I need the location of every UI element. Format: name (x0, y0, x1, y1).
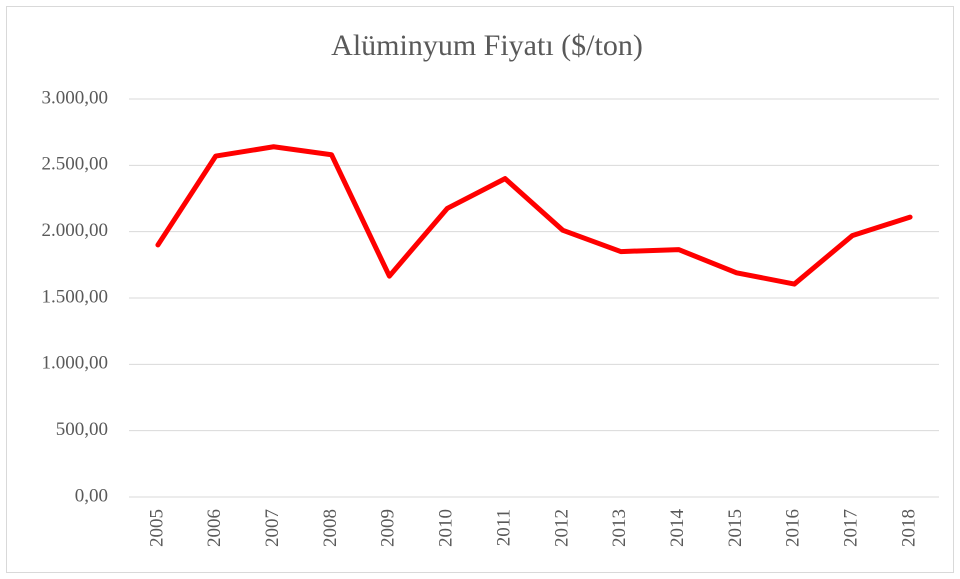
y-tick-label: 1.000,00 (42, 353, 109, 374)
x-tick-label: 2007 (262, 509, 283, 547)
chart-frame (6, 6, 954, 573)
y-tick-label: 2.000,00 (42, 220, 109, 241)
x-tick-label: 2010 (436, 509, 457, 547)
y-tick-label: 500,00 (56, 419, 108, 440)
x-tick-label: 2012 (551, 509, 572, 547)
x-tick-label: 2008 (320, 509, 341, 547)
chart-title: Alüminyum Fiyatı ($/ton) (331, 29, 643, 62)
x-tick-label: 2015 (725, 509, 746, 547)
x-tick-label: 2014 (667, 509, 688, 548)
y-tick-label: 0,00 (75, 485, 108, 506)
x-tick-label: 2005 (146, 509, 167, 547)
x-tick-label: 2011 (493, 509, 514, 546)
x-tick-label: 2017 (841, 509, 862, 547)
y-tick-label: 1.500,00 (42, 286, 109, 307)
x-tick-label: 2006 (204, 509, 225, 547)
x-tick-label: 2009 (378, 509, 399, 547)
x-tick-label: 2013 (609, 509, 630, 547)
x-tick-label: 2018 (898, 509, 919, 547)
x-tick-label: 2016 (783, 509, 804, 547)
y-tick-label: 2.500,00 (42, 154, 109, 175)
line (155, 144, 913, 287)
y-tick-label: 3.000,00 (42, 87, 109, 108)
